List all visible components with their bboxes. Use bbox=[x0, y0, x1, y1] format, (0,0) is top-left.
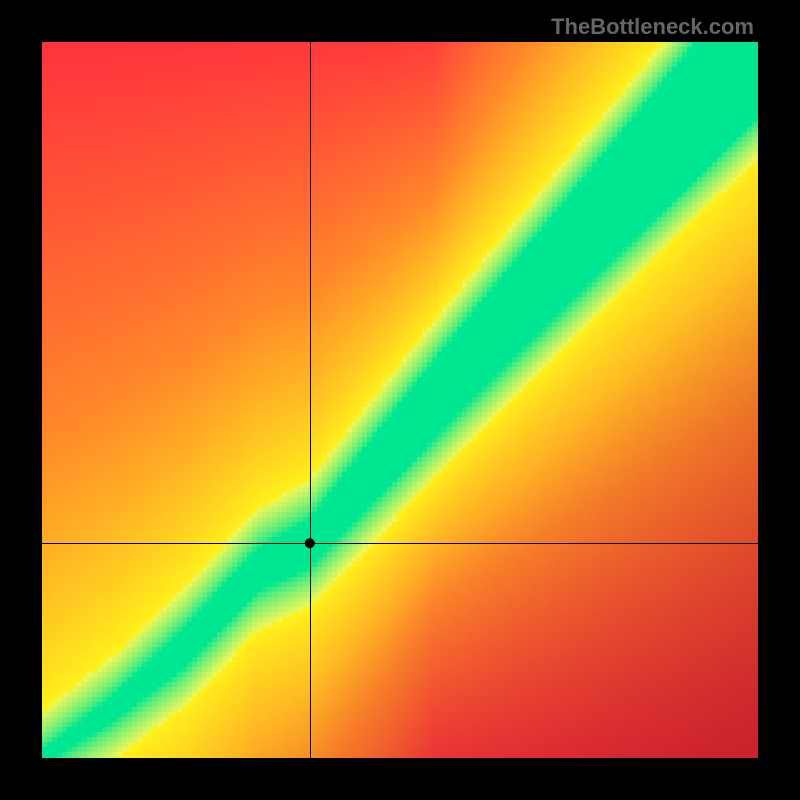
bottleneck-heatmap bbox=[0, 0, 800, 800]
watermark: TheBottleneck.com bbox=[551, 14, 754, 40]
